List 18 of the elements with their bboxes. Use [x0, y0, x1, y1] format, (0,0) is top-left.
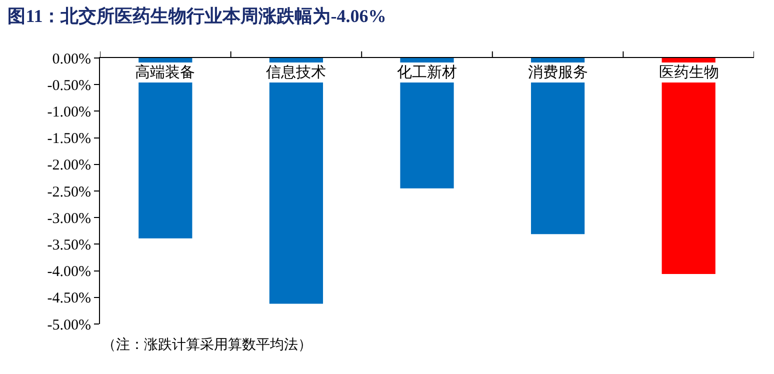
y-tick-label: -4.50%	[47, 290, 91, 307]
text: （注：涨跌计算采用算数平均法）	[102, 337, 312, 353]
y-tick-label: -2.00%	[47, 158, 91, 174]
x-tick-label: 化工新材	[397, 64, 457, 81]
y-tick-label: 0.00%	[52, 51, 91, 68]
y-tick-label: -3.50%	[47, 237, 91, 254]
chart-title: 图11：北交所医药生物行业本周涨跌幅为-4.06%	[8, 6, 386, 26]
x-tick-label: 消费服务	[528, 64, 588, 81]
y-tick-label: -0.50%	[47, 78, 91, 94]
x-tick-label: 高端装备	[135, 64, 195, 81]
x-tick-label: 信息技术	[266, 64, 326, 81]
y-tick-label: -3.00%	[47, 210, 91, 227]
y-tick-label: -1.50%	[47, 131, 91, 148]
y-tick-label: -2.50%	[47, 184, 91, 200]
y-tick-label: -5.00%	[47, 317, 91, 334]
x-tick-label: 医药生物	[659, 64, 719, 81]
y-tick-label: -4.00%	[47, 264, 91, 280]
y-tick-label: -1.00%	[47, 104, 91, 120]
